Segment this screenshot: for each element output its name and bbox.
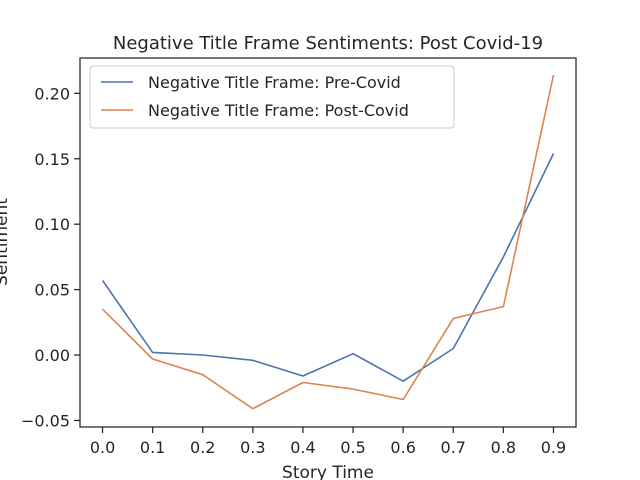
legend-label: Negative Title Frame: Pre-Covid — [148, 73, 401, 92]
plot-frame — [79, 57, 577, 428]
x-tick-label: 0.3 — [240, 438, 265, 457]
y-tick-label: −0.05 — [21, 411, 70, 430]
y-axis-title: Sentiment — [0, 198, 12, 286]
x-tick-label: 0.8 — [491, 438, 516, 457]
x-tick-label: 0.0 — [90, 438, 115, 457]
y-tick-label: 0.15 — [34, 150, 70, 169]
y-tick-label: 0.00 — [34, 346, 70, 365]
x-axis-title: Story Time — [282, 463, 374, 480]
y-tick-label: 0.20 — [34, 84, 70, 103]
y-tick-label: 0.05 — [34, 281, 70, 300]
chart-title: Negative Title Frame Sentiments: Post Co… — [113, 33, 543, 54]
series-line-pre-covid — [101, 153, 555, 383]
x-tick-label: 0.1 — [140, 438, 165, 457]
y-tick-label: 0.10 — [34, 215, 70, 234]
x-tick-label: 0.6 — [390, 438, 415, 457]
series-lines — [101, 74, 555, 410]
x-tick-label: 0.4 — [290, 438, 315, 457]
x-tick-label: 0.7 — [441, 438, 466, 457]
x-tick-label: 0.5 — [340, 438, 365, 457]
legend: Negative Title Frame: Pre-Covid Negative … — [89, 65, 455, 129]
series-line-post-covid — [101, 74, 555, 410]
legend-box — [89, 65, 455, 129]
x-axis: 0.0 0.1 0.2 0.3 0.4 0.5 0.6 0.7 0.8 0.9 — [90, 427, 566, 457]
x-tick-label: 0.2 — [190, 438, 215, 457]
x-tick-label: 0.9 — [541, 438, 566, 457]
y-axis: −0.05 0.00 0.05 0.10 0.15 0.20 — [21, 84, 80, 430]
legend-label: Negative Title Frame: Post-Covid — [148, 101, 409, 120]
